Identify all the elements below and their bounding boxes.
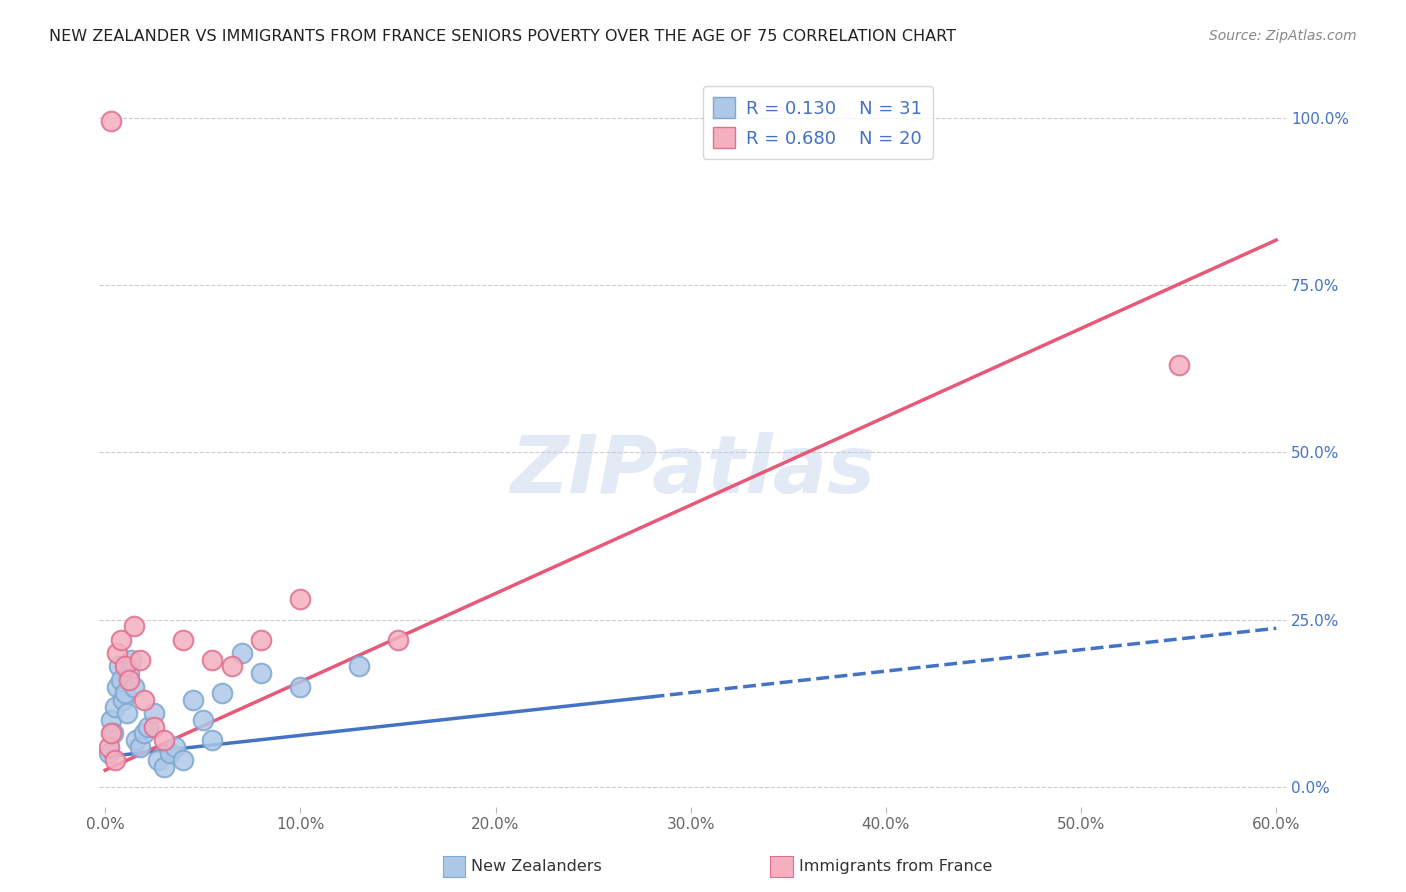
Point: [98, 739, 121, 754]
Text: Source: ZipAtlas.com: Source: ZipAtlas.com: [1209, 29, 1357, 43]
Point: [201, 653, 224, 667]
Point: [290, 592, 312, 607]
Point: [250, 632, 273, 647]
Point: [124, 619, 146, 633]
Point: [387, 632, 409, 647]
Point: [98, 747, 121, 761]
Point: [1167, 358, 1189, 372]
Point: [172, 632, 194, 647]
Point: [152, 760, 174, 774]
Point: [221, 659, 243, 673]
Text: ZIPatlas: ZIPatlas: [510, 433, 875, 510]
Point: [172, 753, 194, 767]
Point: [159, 747, 181, 761]
Point: [231, 646, 253, 660]
Point: [146, 753, 169, 767]
Point: [101, 726, 124, 740]
Point: [100, 726, 122, 740]
Point: [181, 693, 204, 707]
Point: [211, 686, 233, 700]
Point: [100, 713, 122, 727]
Point: [136, 720, 159, 734]
Point: [129, 739, 152, 754]
Point: [114, 659, 136, 673]
Point: [110, 673, 132, 687]
Point: [142, 720, 165, 734]
Point: [120, 653, 142, 667]
Point: [134, 693, 156, 707]
Text: NEW ZEALANDER VS IMMIGRANTS FROM FRANCE SENIORS POVERTY OVER THE AGE OF 75 CORRE: NEW ZEALANDER VS IMMIGRANTS FROM FRANCE …: [49, 29, 956, 44]
Text: Immigrants from France: Immigrants from France: [799, 859, 993, 873]
Point: [110, 632, 132, 647]
Point: [117, 666, 139, 681]
Point: [100, 114, 122, 128]
Point: [104, 753, 127, 767]
Point: [104, 699, 127, 714]
Point: [105, 680, 128, 694]
Point: [134, 726, 156, 740]
Point: [250, 666, 273, 681]
Text: New Zealanders: New Zealanders: [471, 859, 602, 873]
Point: [191, 713, 214, 727]
Point: [290, 680, 312, 694]
Point: [111, 693, 134, 707]
Point: [124, 680, 146, 694]
Point: [201, 733, 224, 747]
Point: [114, 686, 136, 700]
Point: [105, 646, 128, 660]
Point: [125, 733, 148, 747]
Point: [347, 659, 370, 673]
Point: [142, 706, 165, 721]
Legend: R = 0.130    N = 31, R = 0.680    N = 20: R = 0.130 N = 31, R = 0.680 N = 20: [703, 87, 932, 159]
Point: [165, 739, 187, 754]
Point: [152, 733, 174, 747]
Point: [108, 659, 131, 673]
Point: [117, 673, 139, 687]
Point: [115, 706, 138, 721]
Point: [129, 653, 152, 667]
